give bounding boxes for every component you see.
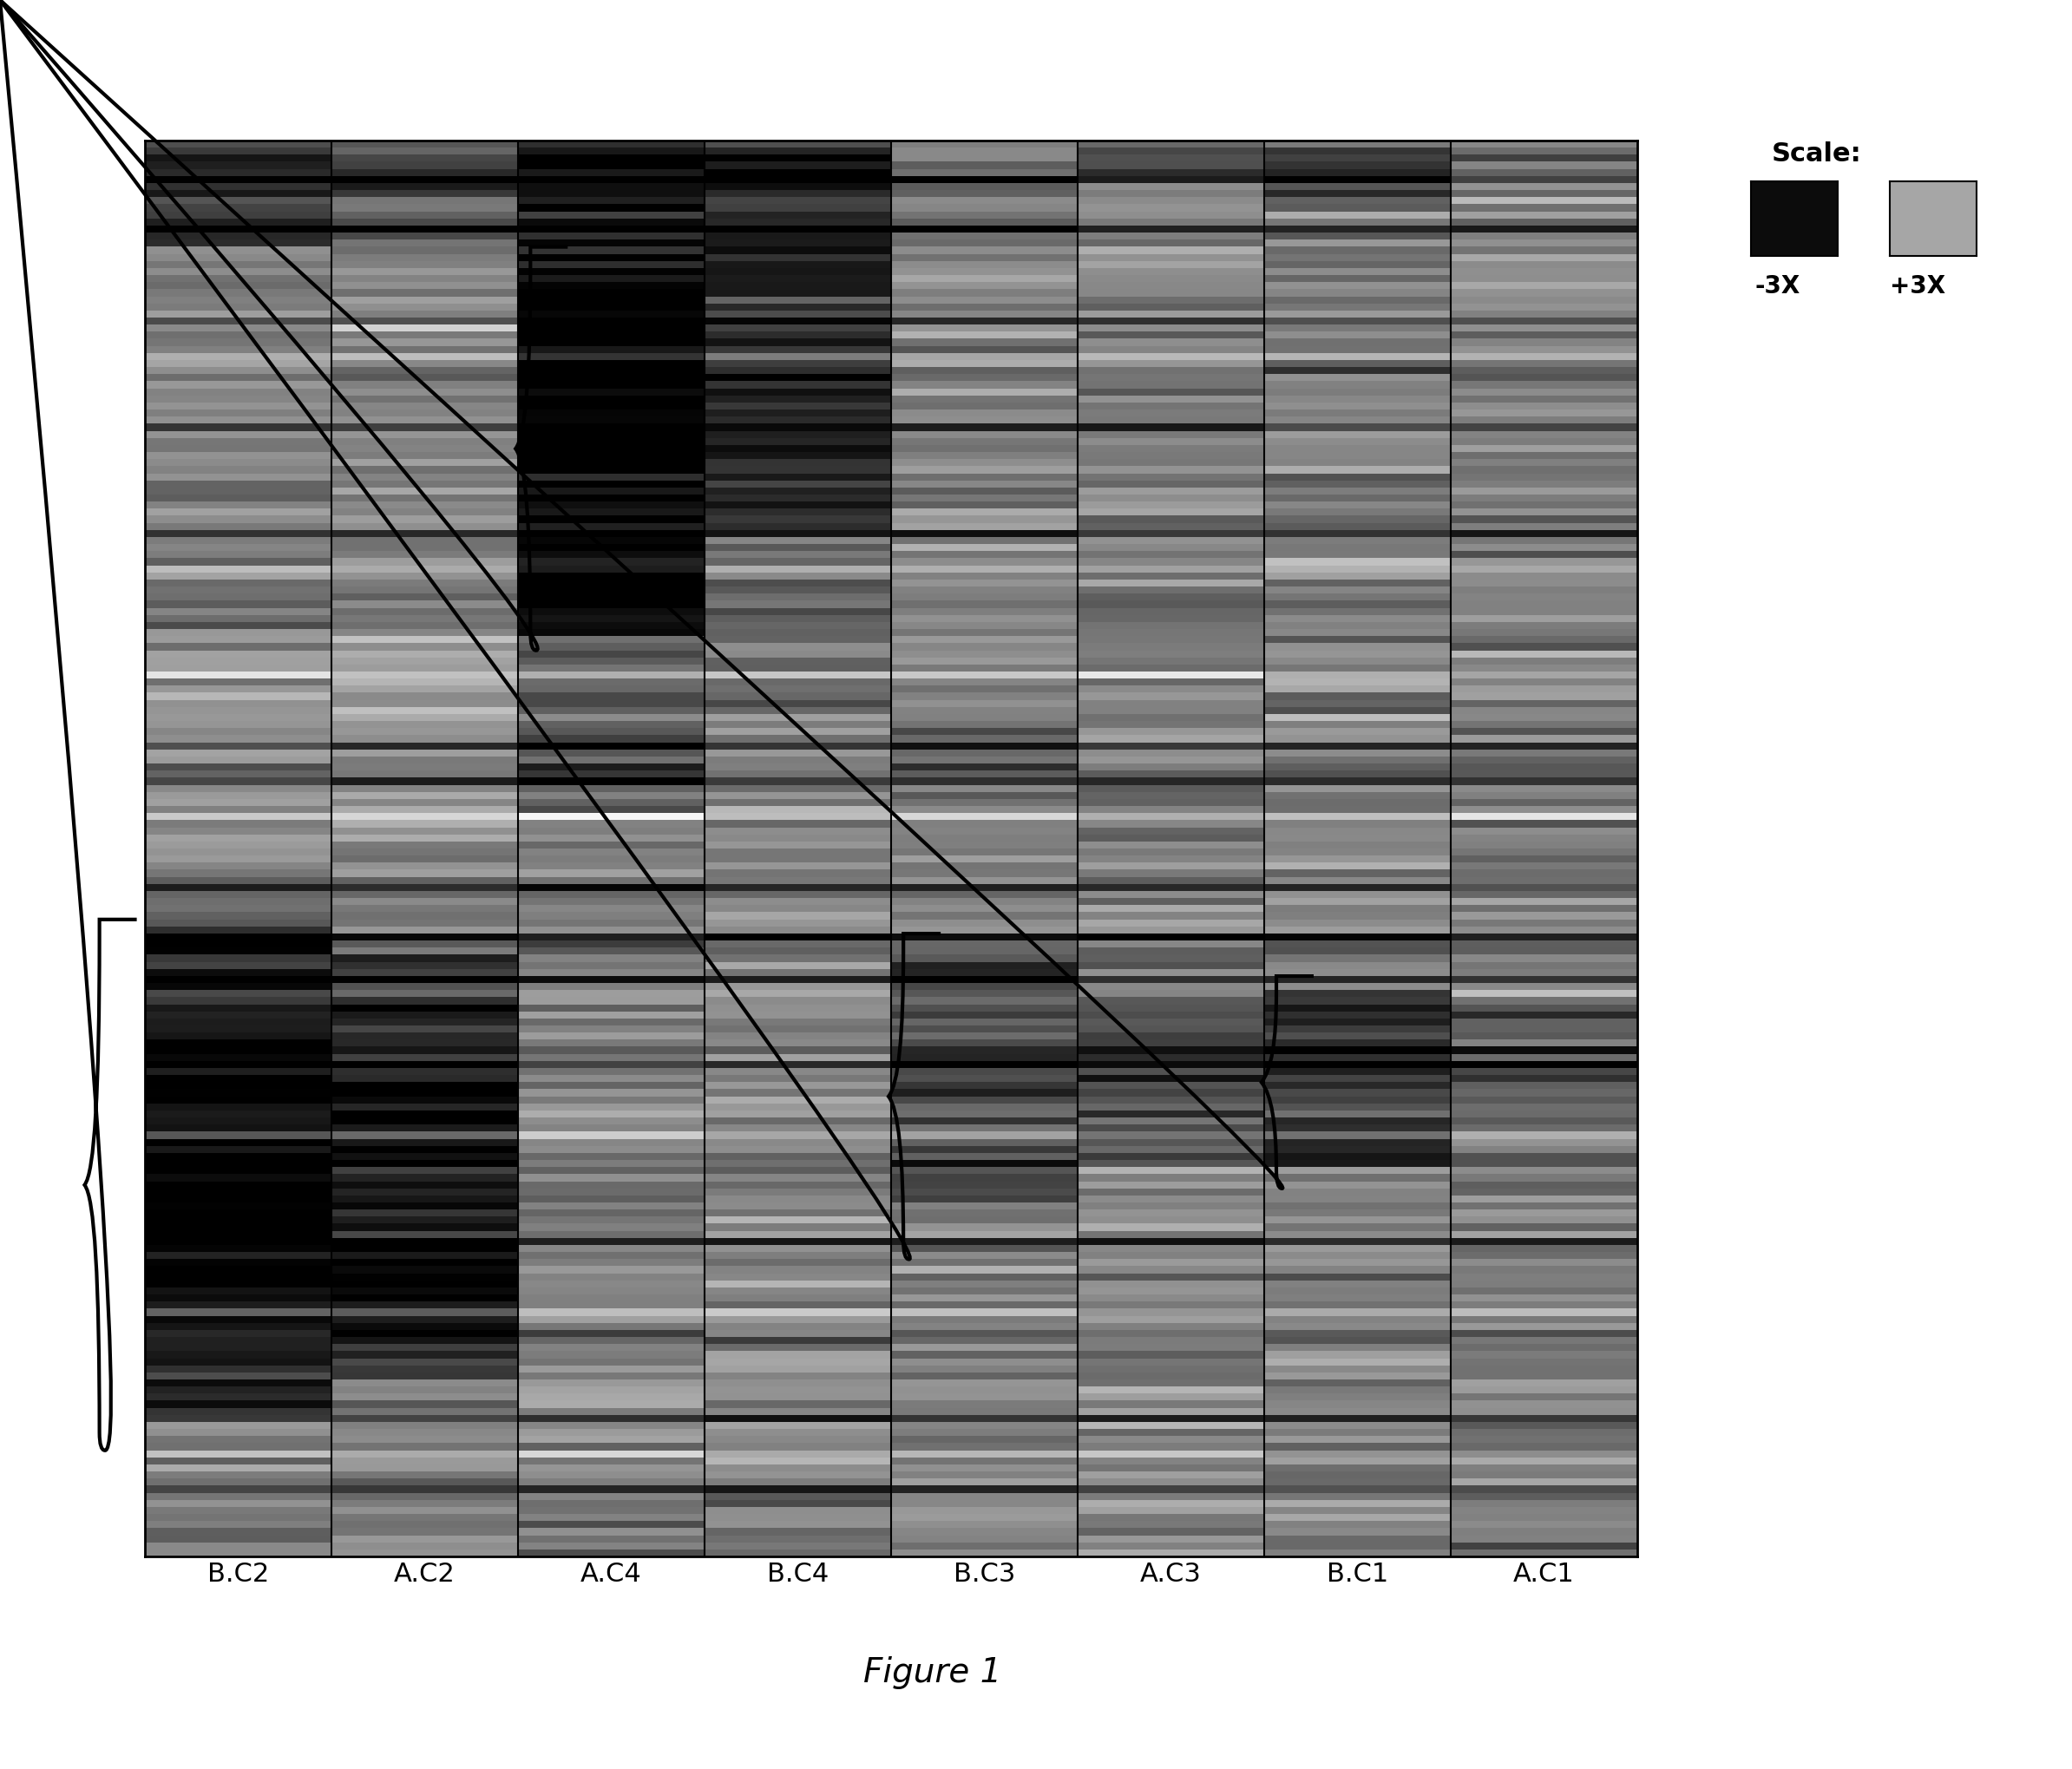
Text: Scale:: Scale: (1772, 142, 1861, 166)
Text: Figure 1: Figure 1 (864, 1656, 1001, 1688)
Text: +3X: +3X (1890, 274, 1946, 299)
Text: -3X: -3X (1755, 274, 1801, 299)
